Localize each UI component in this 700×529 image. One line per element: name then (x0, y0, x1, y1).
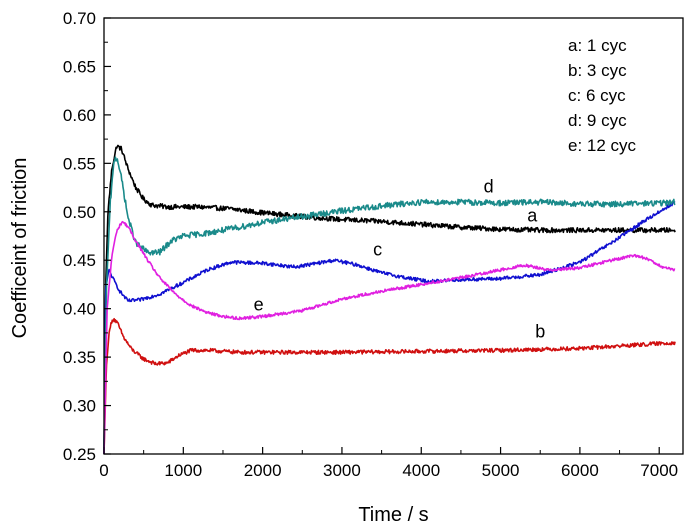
y-axis-label: Coefficeint of friction (9, 158, 31, 339)
y-tick-label: 0.50 (63, 203, 96, 222)
y-tick-label: 0.25 (63, 445, 96, 464)
series-label-layer: a b c d e (254, 176, 546, 341)
legend: a: 1 cyc b: 3 cyc c: 6 cyc d: 9 cyc e: 12 cy… (568, 36, 637, 155)
y-tick-label: 0.45 (63, 251, 96, 270)
y-tick-label: 0.70 (63, 9, 96, 28)
legend-entry: e: 12 cyc (568, 136, 637, 155)
x-tick-label: 5000 (482, 461, 520, 480)
x-tick-label: 6000 (561, 461, 599, 480)
chart: 0 1000 2000 3000 4000 5000 6000 7000 0.25 0.30 0.3… (0, 0, 700, 529)
y-tick-label: 0.65 (63, 57, 96, 76)
series-label-c: c (373, 239, 382, 259)
legend-entry: b: 3 cyc (568, 61, 627, 80)
series-label-e: e (254, 295, 264, 315)
y-tick-label: 0.35 (63, 348, 96, 367)
x-tick-label: 4000 (402, 461, 440, 480)
series-label-d: d (484, 176, 494, 196)
legend-entry: a: 1 cyc (568, 36, 627, 55)
series-label-b: b (535, 322, 545, 342)
x-axis-label: Time / s (358, 504, 428, 526)
x-tick-label: 0 (99, 461, 108, 480)
y-tick-label: 0.60 (63, 106, 96, 125)
x-tick-label: 1000 (164, 461, 202, 480)
series-layer (104, 145, 675, 454)
series-label-a: a (527, 205, 538, 225)
x-tick-label: 7000 (640, 461, 678, 480)
x-tick-label: 2000 (244, 461, 282, 480)
series-line-c (104, 202, 675, 454)
y-tick-label: 0.30 (63, 397, 96, 416)
plot-frame (104, 18, 683, 454)
series-line-b (104, 319, 675, 454)
y-tick-label: 0.40 (63, 300, 96, 319)
x-tick-label: 3000 (323, 461, 361, 480)
friction-chart-svg: 0 1000 2000 3000 4000 5000 6000 7000 0.25 0.30 0.3… (0, 0, 700, 529)
series-line-a (104, 145, 675, 454)
legend-entry: c: 6 cyc (568, 86, 626, 105)
legend-entry: d: 9 cyc (568, 111, 627, 130)
y-tick-label: 0.55 (63, 154, 96, 173)
